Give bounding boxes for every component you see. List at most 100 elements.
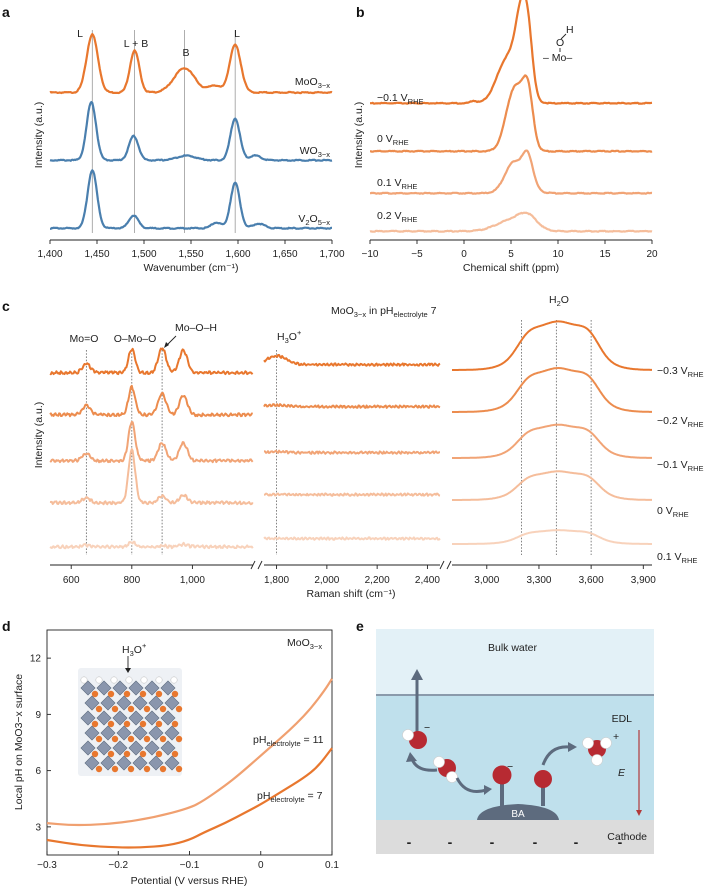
panel-b-ticks: −10 −5 0 5 10 15 20 [362,240,658,260]
e-arrow-to-hydroxide-head [406,752,417,762]
b-series-line-1 [369,74,653,153]
c-band-label-2: O–Mo–O [114,333,157,345]
a-series-label-1: MoO3−x [295,76,330,90]
b-xtick-label: 0 [461,249,467,260]
a-peak-label-3: B [182,47,189,59]
panel-a-series [49,33,333,230]
a-peak-label-2: L + B [124,38,148,50]
c-pot-label-1: −0.2 VRHE [657,415,704,429]
c-y-label: Intensity (a.u.) [33,402,45,469]
e-field-label: E [618,767,626,779]
d-ytick-label: 12 [30,654,42,665]
c-xtick-label: 2,200 [365,575,390,586]
c-h2o-label: H2O [549,294,569,308]
d-inset-h3o: H3O+ [122,641,147,658]
c-xtick-label: 1,800 [264,575,289,586]
e-hydronium-h1 [582,737,594,749]
c-xtick-label: 2,400 [415,575,440,586]
a-peak-label-1: L [77,28,83,40]
c-xtick-label: 3,300 [526,575,551,586]
d-xtick-label: −0.3 [37,860,57,871]
d-series-label-1: pHelectrolyte = 11 [253,734,324,748]
e-field-arrow-head [636,810,642,816]
c-h3o-label: H3O+ [277,328,302,345]
panel-d: d −0.3 −0.2 −0.1 0 0.1 3 6 9 12 H3O+ MoO3−x pHel… [2,618,339,887]
e-ba-mound [477,804,559,820]
d-xtick-label: −0.1 [180,860,200,871]
b-inset-structure: H O – Mo– [543,24,574,64]
a-xtick-label: 1,650 [272,249,297,260]
e-ba-charge: − [507,761,513,773]
c-xtick-label: 3,000 [474,575,499,586]
c-pot-label-0: −0.3 VRHE [657,365,704,379]
e-bulk-label: Bulk water [488,642,538,654]
a-x-label: Wavenumber (cm⁻¹) [144,262,239,274]
c-series-mid-4 [263,536,441,541]
panel-d-label: d [2,618,11,634]
a-series-label-2: WO3−x [300,145,331,159]
c-xtick-label: 3,600 [579,575,604,586]
e-cathode-label: Cathode [607,831,647,843]
a-xtick-label: 1,700 [319,249,344,260]
panel-c-guides [85,320,592,555]
b-xtick-label: 15 [599,249,611,260]
c-title: MoO3−x in pHelectrolyte 7 [331,305,437,319]
c-series-low-4 [49,540,254,550]
e-cathode-charges: ------ [407,834,623,850]
d-xtick-label: 0 [258,860,264,871]
d-y-label: Local pH on MoO3−x surface [13,674,25,810]
panel-e-label: e [356,618,364,634]
e-hydronium-h3 [591,754,603,766]
c-series-low-1 [49,384,254,418]
d-series-label-2: pHelectrolyte = 7 [257,790,323,804]
c-xtick-label: 800 [123,575,140,586]
d-ytick-label: 9 [35,710,41,721]
c-pot-label-4: 0.1 VRHE [657,551,697,565]
e-arrow-to-hydronium-head [568,742,577,752]
c-axis-break-2 [439,560,452,570]
b-xtick-label: −10 [362,249,379,260]
panel-a-guides [91,30,236,233]
c-band-label-3: Mo–O–H [175,322,217,334]
c-series-high-2 [451,423,653,459]
panel-d-series [46,678,333,849]
e-edl-region [376,695,654,820]
e-ba-oxygen-1 [492,765,512,785]
c-series-low-2 [49,420,254,464]
c-series-low-3 [49,448,254,506]
b-series-line-3 [369,211,653,233]
d-crystal-inset: H3O+ [78,641,183,776]
panel-c-series [49,320,653,550]
c-pot-label-2: −0.1 VRHE [657,459,704,473]
b-series-line-0 [369,0,653,105]
b-x-label: Chemical shift (ppm) [463,262,559,274]
e-charge-0: - [407,834,412,850]
e-charge-5: - [618,834,623,850]
c-xtick-label: 600 [63,575,80,586]
panel-a: a 1,400 1,450 1,500 1,550 1,600 1,650 1,700 L … [2,4,345,274]
c-series-high-1 [451,367,653,413]
a-xtick-label: 1,550 [178,249,203,260]
b-pot-label-3: 0.1 VRHE [377,177,417,191]
c-series-mid-1 [263,403,441,409]
b-pot-label-2: 0 VRHE [377,133,409,147]
b-xtick-label: 5 [508,249,514,260]
d-xtick-label: 0.1 [325,860,339,871]
e-hydroxide-charge: − [424,722,430,734]
b-inset-o: O [556,37,564,49]
e-water-h2 [446,771,458,783]
b-xtick-label: 10 [552,249,564,260]
e-edl-label: EDL [612,713,633,725]
c-series-high-4 [451,529,653,545]
a-series-line-0 [49,33,333,95]
d-series-line-0 [46,678,333,827]
c-xtick-label: 1,000 [180,575,205,586]
e-up-arrow-head [411,669,423,680]
a-series-line-1 [49,100,333,162]
e-bulk-water-region [376,629,654,695]
d-xtick-label: −0.2 [108,860,128,871]
e-ba-label: BA [511,809,525,820]
b-xtick-label: −5 [411,249,423,260]
panel-a-ticks: 1,400 1,450 1,500 1,550 1,600 1,650 1,700 [37,240,345,260]
